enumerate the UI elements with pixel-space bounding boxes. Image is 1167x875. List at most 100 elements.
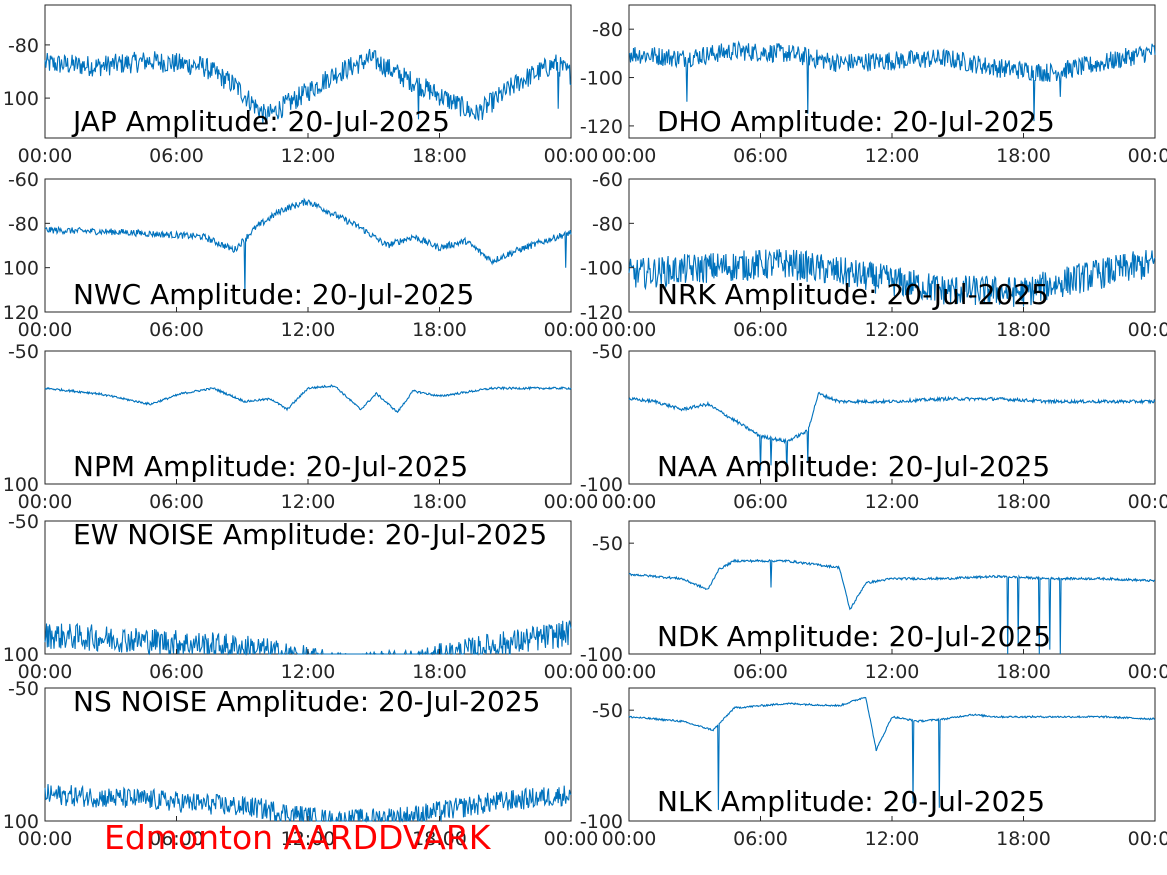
- plot-area: [628, 520, 1156, 655]
- x-tick-label: 12:00: [865, 319, 920, 341]
- y-tick-label: -80: [8, 213, 39, 235]
- footer-label: Edmonton AARDDVARK: [104, 818, 491, 857]
- x-tick-label: 12:00: [281, 145, 336, 167]
- chart-panel: 00:00 06:00 12:00 18:00 00:00 -50 100 NPM Ampli…: [3, 341, 599, 513]
- y-tick-label: 100: [3, 644, 39, 666]
- x-tick-label: 00:00: [602, 828, 657, 850]
- y-tick-label: -50: [592, 341, 623, 363]
- chart-panel: 00:00 06:00 12:00 18:00 00:00 -60 -80 100 120 NWC…: [3, 169, 599, 341]
- amplitude-series-line: [44, 197, 572, 295]
- amplitude-series-line: [44, 384, 572, 414]
- chart-panel: 00:00 06:00 12:00 18:00 00:00 -60 -80 -100 -120 N…: [580, 169, 1167, 341]
- plot-area: [44, 520, 572, 655]
- y-tick-label: -60: [8, 169, 39, 191]
- x-tick-label: 00:00: [18, 661, 73, 683]
- x-tick-label: 12:00: [865, 491, 920, 513]
- x-tick-label: 06:00: [733, 661, 788, 683]
- x-tick-label: 00:00: [1128, 319, 1167, 341]
- y-tick-label: -100: [580, 258, 623, 280]
- chart-panel: 00:00 06:00 12:00 18:00 00:00 -80 -100 -120 DHO …: [580, 4, 1167, 167]
- chart-title: NWC Amplitude: 20-Jul-2025: [73, 278, 474, 311]
- x-tick-label: 12:00: [281, 319, 336, 341]
- x-tick-label: 12:00: [865, 828, 920, 850]
- y-tick-label: 100: [3, 811, 39, 833]
- chart-panel: 00:00 06:00 12:00 18:00 00:00 -50 -100 NAA Ampl…: [580, 341, 1167, 513]
- plot-area: [44, 350, 572, 485]
- x-tick-label: 06:00: [149, 145, 204, 167]
- y-tick-label: 100: [3, 88, 39, 110]
- x-tick-label: 12:00: [865, 145, 920, 167]
- x-tick-label: 06:00: [733, 145, 788, 167]
- amplitude-series-line: [628, 696, 1156, 810]
- plot-area: [628, 350, 1156, 485]
- amplitude-series-line: [628, 391, 1156, 474]
- x-tick-label: 18:00: [412, 145, 467, 167]
- x-tick-label: 06:00: [149, 491, 204, 513]
- x-tick-label: 06:00: [733, 319, 788, 341]
- x-tick-label: 18:00: [412, 319, 467, 341]
- amplitude-series-line: [44, 784, 572, 824]
- x-tick-label: 00:00: [602, 661, 657, 683]
- x-tick-label: 18:00: [996, 828, 1051, 850]
- x-tick-label: 18:00: [996, 145, 1051, 167]
- x-tick-label: 06:00: [733, 491, 788, 513]
- x-tick-label: 00:00: [602, 145, 657, 167]
- x-tick-label: 00:00: [18, 491, 73, 513]
- x-tick-label: 00:00: [602, 319, 657, 341]
- x-tick-label: 06:00: [149, 661, 204, 683]
- x-tick-label: 00:00: [18, 828, 73, 850]
- x-tick-label: 00:00: [18, 319, 73, 341]
- chart-title: NPM Amplitude: 20-Jul-2025: [73, 450, 468, 483]
- y-tick-label: 100: [3, 258, 39, 280]
- x-tick-label: 18:00: [412, 491, 467, 513]
- amplitude-series-line: [628, 40, 1156, 122]
- chart-title: NAA Amplitude: 20-Jul-2025: [657, 450, 1050, 483]
- chart-title: DHO Amplitude: 20-Jul-2025: [657, 105, 1055, 138]
- chart-title: NRK Amplitude: 20-Jul-2025: [657, 278, 1049, 311]
- chart-panel: 00:00 06:00 12:00 18:00 00:00 -80 100 JAP Ampli…: [3, 4, 598, 167]
- x-tick-label: 12:00: [281, 828, 336, 850]
- amplitude-series-line: [44, 48, 572, 124]
- x-tick-label: 00:00: [602, 491, 657, 513]
- y-tick-label: -60: [592, 169, 623, 191]
- x-tick-label: 00:00: [1128, 491, 1167, 513]
- y-tick-label: -50: [592, 700, 623, 722]
- y-tick-label: -100: [580, 68, 623, 90]
- chart-title: JAP Amplitude: 20-Jul-2025: [71, 105, 450, 138]
- plot-area: [44, 687, 572, 822]
- amplitude-series-line: [628, 249, 1156, 307]
- x-tick-label: 12:00: [281, 491, 336, 513]
- chart-title: NDK Amplitude: 20-Jul-2025: [657, 620, 1051, 653]
- x-tick-label: 00:00: [544, 828, 599, 850]
- x-tick-label: 00:00: [1128, 145, 1167, 167]
- y-tick-label: -50: [592, 533, 623, 555]
- chart-panel: 00:00 06:00 12:00 18:00 00:00 -50 100 EW NOISE …: [3, 511, 599, 683]
- chart-title: NS NOISE Amplitude: 20-Jul-2025: [73, 685, 540, 718]
- x-tick-label: 06:00: [733, 828, 788, 850]
- y-tick-label: -50: [8, 678, 39, 700]
- x-tick-label: 00:00: [544, 491, 599, 513]
- y-tick-label: -50: [8, 341, 39, 363]
- y-tick-label: -100: [580, 474, 623, 496]
- x-tick-label: 06:00: [149, 319, 204, 341]
- chart-panel: 00:00 06:00 12:00 18:00 00:00 -50 100 NS NOISE …: [3, 678, 599, 850]
- plot-area: [628, 4, 1156, 139]
- x-tick-label: 18:00: [996, 491, 1051, 513]
- x-tick-label: 18:00: [412, 661, 467, 683]
- x-tick-label: 12:00: [281, 661, 336, 683]
- y-tick-label: -100: [580, 644, 623, 666]
- x-tick-label: 18:00: [412, 828, 467, 850]
- chart-title: EW NOISE Amplitude: 20-Jul-2025: [73, 518, 547, 551]
- y-tick-label: -80: [8, 35, 39, 57]
- x-tick-label: 12:00: [865, 661, 920, 683]
- x-tick-label: 00:00: [544, 319, 599, 341]
- y-tick-label: 100: [3, 474, 39, 496]
- amplitude-series-line: [628, 558, 1155, 655]
- chart-title: NLK Amplitude: 20-Jul-2025: [657, 785, 1045, 818]
- y-tick-label: -100: [580, 811, 623, 833]
- x-tick-label: 18:00: [996, 661, 1051, 683]
- x-tick-label: 00:00: [544, 661, 599, 683]
- plot-area: [44, 4, 572, 139]
- x-tick-label: 00:00: [1128, 661, 1167, 683]
